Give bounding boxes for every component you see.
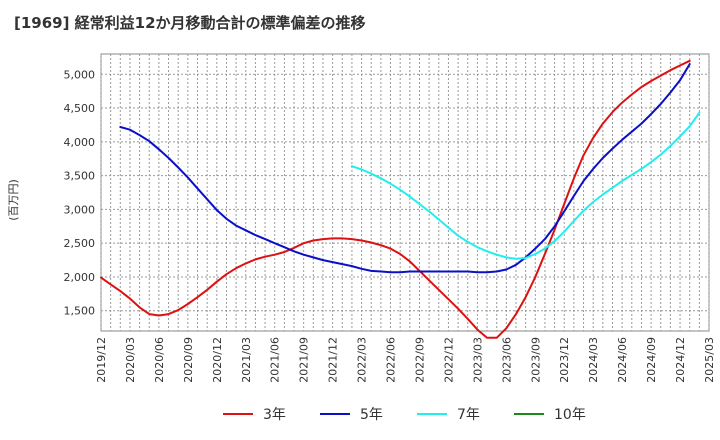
series-layer xyxy=(100,59,701,339)
legend-label: 7年 xyxy=(457,407,480,423)
y-tick-label: 2,500 xyxy=(64,237,96,250)
y-tick-label: 3,500 xyxy=(64,170,96,183)
x-axis-ticks: 2019/12 2020/03 2020/06 2020/09 2020/12 2021/… xyxy=(95,337,716,383)
x-tick-label: 2020/03 xyxy=(124,337,137,383)
series-line-2 xyxy=(119,63,691,274)
x-tick-label: 2024/03 xyxy=(587,337,600,383)
y-tick-label: 5,000 xyxy=(64,68,96,81)
x-tick-label: 2023/06 xyxy=(500,337,513,383)
x-tick-label: 2023/03 xyxy=(471,337,484,383)
legend-label: 3年 xyxy=(263,407,286,423)
x-tick-label: 2020/09 xyxy=(182,337,195,383)
x-tick-label: 2022/06 xyxy=(385,337,398,383)
x-tick-label: 2022/09 xyxy=(413,337,426,383)
series-line-1 xyxy=(100,59,691,339)
x-tick-label: 2021/12 xyxy=(327,337,340,383)
grid-layer xyxy=(100,54,710,331)
y-tick-label: 3,000 xyxy=(64,203,96,216)
y-tick-label: 1,500 xyxy=(64,305,96,318)
x-tick-label: 2021/03 xyxy=(240,337,253,383)
x-tick-label: 2020/06 xyxy=(153,337,166,383)
legend: 3年 5年 7年 10年 xyxy=(223,407,586,423)
x-tick-label: 2024/06 xyxy=(616,337,629,383)
x-tick-label: 2021/06 xyxy=(269,337,282,383)
x-tick-label: 2023/12 xyxy=(558,337,571,383)
y-tick-label: 2,000 xyxy=(64,271,96,284)
x-tick-label: 2022/12 xyxy=(442,337,455,383)
x-tick-label: 2024/12 xyxy=(674,337,687,383)
y-axis-ticks: 1,500 2,000 2,500 3,000 3,500 4,000 4,500 5,000 xyxy=(64,68,96,317)
x-tick-label: 2021/09 xyxy=(298,337,311,383)
legend-label: 5年 xyxy=(360,407,383,423)
x-tick-label: 2020/12 xyxy=(211,337,224,383)
x-tick-label: 2022/03 xyxy=(356,337,369,383)
y-tick-label: 4,500 xyxy=(64,102,96,115)
x-tick-label: 2023/09 xyxy=(529,337,542,383)
x-tick-label: 2025/03 xyxy=(703,337,716,383)
series-line-3 xyxy=(350,111,701,260)
y-axis-label: (百万円) xyxy=(7,179,20,221)
x-tick-label: 2024/09 xyxy=(645,337,658,383)
chart-title: [1969] 経常利益12か月移動合計の標準偏差の推移 xyxy=(14,14,366,32)
y-tick-label: 4,000 xyxy=(64,136,96,149)
legend-label: 10年 xyxy=(554,407,586,423)
x-tick-label: 2019/12 xyxy=(95,337,108,383)
